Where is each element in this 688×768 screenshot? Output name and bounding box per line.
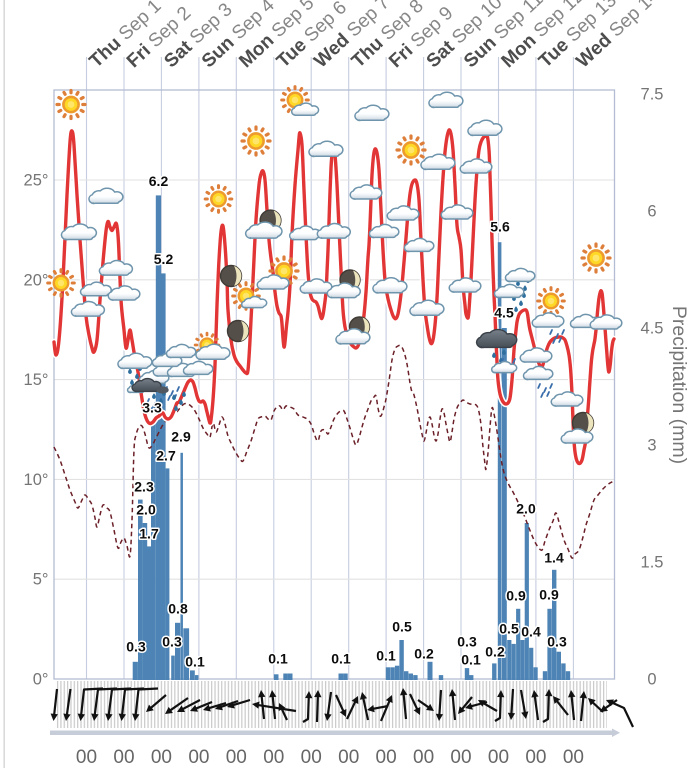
svg-text:00: 00	[563, 747, 584, 768]
svg-text:0.1: 0.1	[185, 654, 205, 670]
svg-text:1.4: 1.4	[544, 550, 564, 566]
svg-text:0.2: 0.2	[414, 646, 434, 662]
svg-text:00: 00	[76, 747, 97, 768]
svg-text:0.1: 0.1	[376, 648, 396, 664]
svg-text:5.2: 5.2	[154, 251, 174, 267]
svg-text:7.5: 7.5	[641, 86, 664, 104]
svg-text:0.2: 0.2	[485, 644, 505, 660]
svg-text:00: 00	[188, 747, 209, 768]
svg-text:1.7: 1.7	[139, 526, 159, 542]
svg-text:00: 00	[226, 747, 247, 768]
svg-text:6: 6	[647, 203, 656, 221]
svg-text:0°: 0°	[33, 671, 49, 689]
svg-text:00: 00	[263, 747, 284, 768]
svg-text:00: 00	[338, 747, 359, 768]
svg-text:00: 00	[113, 747, 134, 768]
svg-text:00: 00	[488, 747, 509, 768]
svg-text:0.3: 0.3	[547, 634, 567, 650]
svg-text:0.1: 0.1	[268, 651, 288, 667]
svg-text:15°: 15°	[24, 371, 49, 389]
svg-text:0: 0	[647, 671, 656, 689]
svg-text:00: 00	[376, 747, 397, 768]
svg-text:0.3: 0.3	[126, 639, 146, 655]
svg-text:0.9: 0.9	[506, 588, 526, 604]
svg-text:00: 00	[301, 747, 322, 768]
svg-text:25°: 25°	[24, 172, 49, 190]
svg-text:4.5: 4.5	[494, 305, 514, 321]
svg-text:10°: 10°	[24, 471, 49, 489]
svg-text:4.5: 4.5	[641, 320, 664, 338]
svg-text:6.2: 6.2	[149, 173, 169, 189]
svg-text:5.6: 5.6	[490, 219, 510, 235]
svg-text:5°: 5°	[33, 571, 49, 589]
svg-text:0.4: 0.4	[521, 624, 541, 640]
svg-text:3.3: 3.3	[142, 400, 162, 416]
svg-text:20°: 20°	[24, 271, 49, 289]
svg-text:2.3: 2.3	[134, 479, 154, 495]
svg-text:2.0: 2.0	[516, 501, 536, 517]
svg-text:00: 00	[525, 747, 546, 768]
svg-text:2.9: 2.9	[171, 429, 191, 445]
svg-text:0.3: 0.3	[162, 634, 182, 650]
svg-text:2.0: 2.0	[136, 502, 156, 518]
svg-text:0.5: 0.5	[392, 619, 412, 635]
svg-text:3: 3	[647, 437, 656, 455]
svg-text:2.7: 2.7	[156, 448, 176, 464]
svg-text:Precipitation (mm): Precipitation (mm)	[668, 306, 688, 464]
svg-text:0.1: 0.1	[331, 651, 351, 667]
svg-text:1.5: 1.5	[641, 554, 664, 572]
svg-text:0.8: 0.8	[168, 601, 188, 617]
svg-text:00: 00	[450, 747, 471, 768]
svg-text:0.9: 0.9	[539, 587, 559, 603]
svg-text:00: 00	[151, 747, 172, 768]
svg-text:00: 00	[413, 747, 434, 768]
svg-text:0.3: 0.3	[457, 634, 477, 650]
svg-text:0.1: 0.1	[461, 652, 481, 668]
svg-text:0.5: 0.5	[499, 621, 519, 637]
